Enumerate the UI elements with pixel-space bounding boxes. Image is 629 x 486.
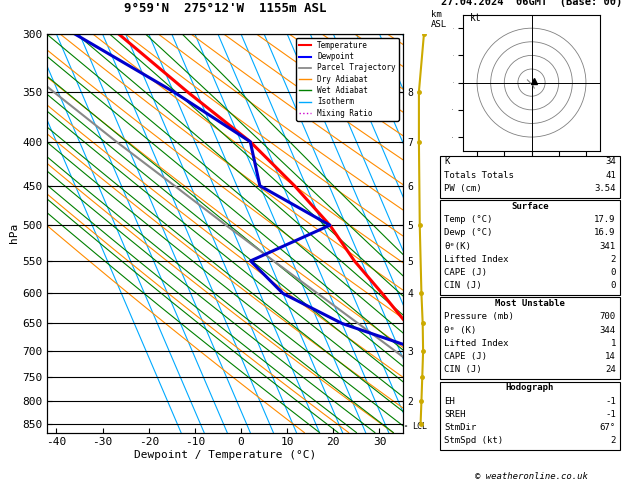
Text: 1: 1	[610, 339, 616, 348]
X-axis label: Dewpoint / Temperature (°C): Dewpoint / Temperature (°C)	[134, 450, 316, 460]
Text: CIN (J): CIN (J)	[444, 365, 482, 374]
Text: -1: -1	[605, 397, 616, 406]
Legend: Temperature, Dewpoint, Parcel Trajectory, Dry Adiabat, Wet Adiabat, Isotherm, Mi: Temperature, Dewpoint, Parcel Trajectory…	[296, 38, 399, 121]
Text: 344: 344	[599, 326, 616, 335]
Text: 700: 700	[599, 312, 616, 322]
Text: Most Unstable: Most Unstable	[495, 299, 565, 309]
Text: 0: 0	[610, 281, 616, 290]
Text: 0: 0	[610, 268, 616, 277]
Text: Dewp (°C): Dewp (°C)	[444, 228, 493, 238]
Text: θᵉ (K): θᵉ (K)	[444, 326, 476, 335]
Text: 27.04.2024  06GMT  (Base: 00): 27.04.2024 06GMT (Base: 00)	[441, 0, 622, 7]
Text: 67°: 67°	[599, 423, 616, 432]
Text: 2: 2	[610, 255, 616, 264]
Text: SREH: SREH	[444, 410, 465, 419]
Text: Totals Totals: Totals Totals	[444, 171, 514, 180]
Text: Lifted Index: Lifted Index	[444, 339, 509, 348]
Text: StmSpd (kt): StmSpd (kt)	[444, 436, 503, 445]
Text: 16.9: 16.9	[594, 228, 616, 238]
Text: PW (cm): PW (cm)	[444, 184, 482, 193]
Text: 14: 14	[605, 352, 616, 361]
Text: Temp (°C): Temp (°C)	[444, 215, 493, 225]
Text: Hodograph: Hodograph	[506, 383, 554, 393]
Text: Lifted Index: Lifted Index	[444, 255, 509, 264]
Text: Pressure (mb): Pressure (mb)	[444, 312, 514, 322]
Text: 17.9: 17.9	[594, 215, 616, 225]
Text: 2: 2	[610, 436, 616, 445]
Text: 24: 24	[605, 365, 616, 374]
Text: 34: 34	[605, 157, 616, 167]
Y-axis label: hPa: hPa	[9, 223, 19, 243]
Text: CAPE (J): CAPE (J)	[444, 268, 487, 277]
Text: 341: 341	[599, 242, 616, 251]
Text: -1: -1	[605, 410, 616, 419]
Text: K: K	[444, 157, 450, 167]
Text: CAPE (J): CAPE (J)	[444, 352, 487, 361]
Text: LCL: LCL	[412, 421, 427, 431]
Text: 9°59'N  275°12'W  1155m ASL: 9°59'N 275°12'W 1155m ASL	[124, 1, 326, 15]
Text: 41: 41	[605, 171, 616, 180]
Text: Surface: Surface	[511, 202, 548, 211]
Text: kt: kt	[470, 14, 482, 23]
Text: © weatheronline.co.uk: © weatheronline.co.uk	[475, 472, 588, 481]
Text: CIN (J): CIN (J)	[444, 281, 482, 290]
Text: StmDir: StmDir	[444, 423, 476, 432]
Text: km
ASL: km ASL	[431, 10, 447, 29]
Text: 3.54: 3.54	[594, 184, 616, 193]
Text: θᵉ(K): θᵉ(K)	[444, 242, 471, 251]
Text: EH: EH	[444, 397, 455, 406]
